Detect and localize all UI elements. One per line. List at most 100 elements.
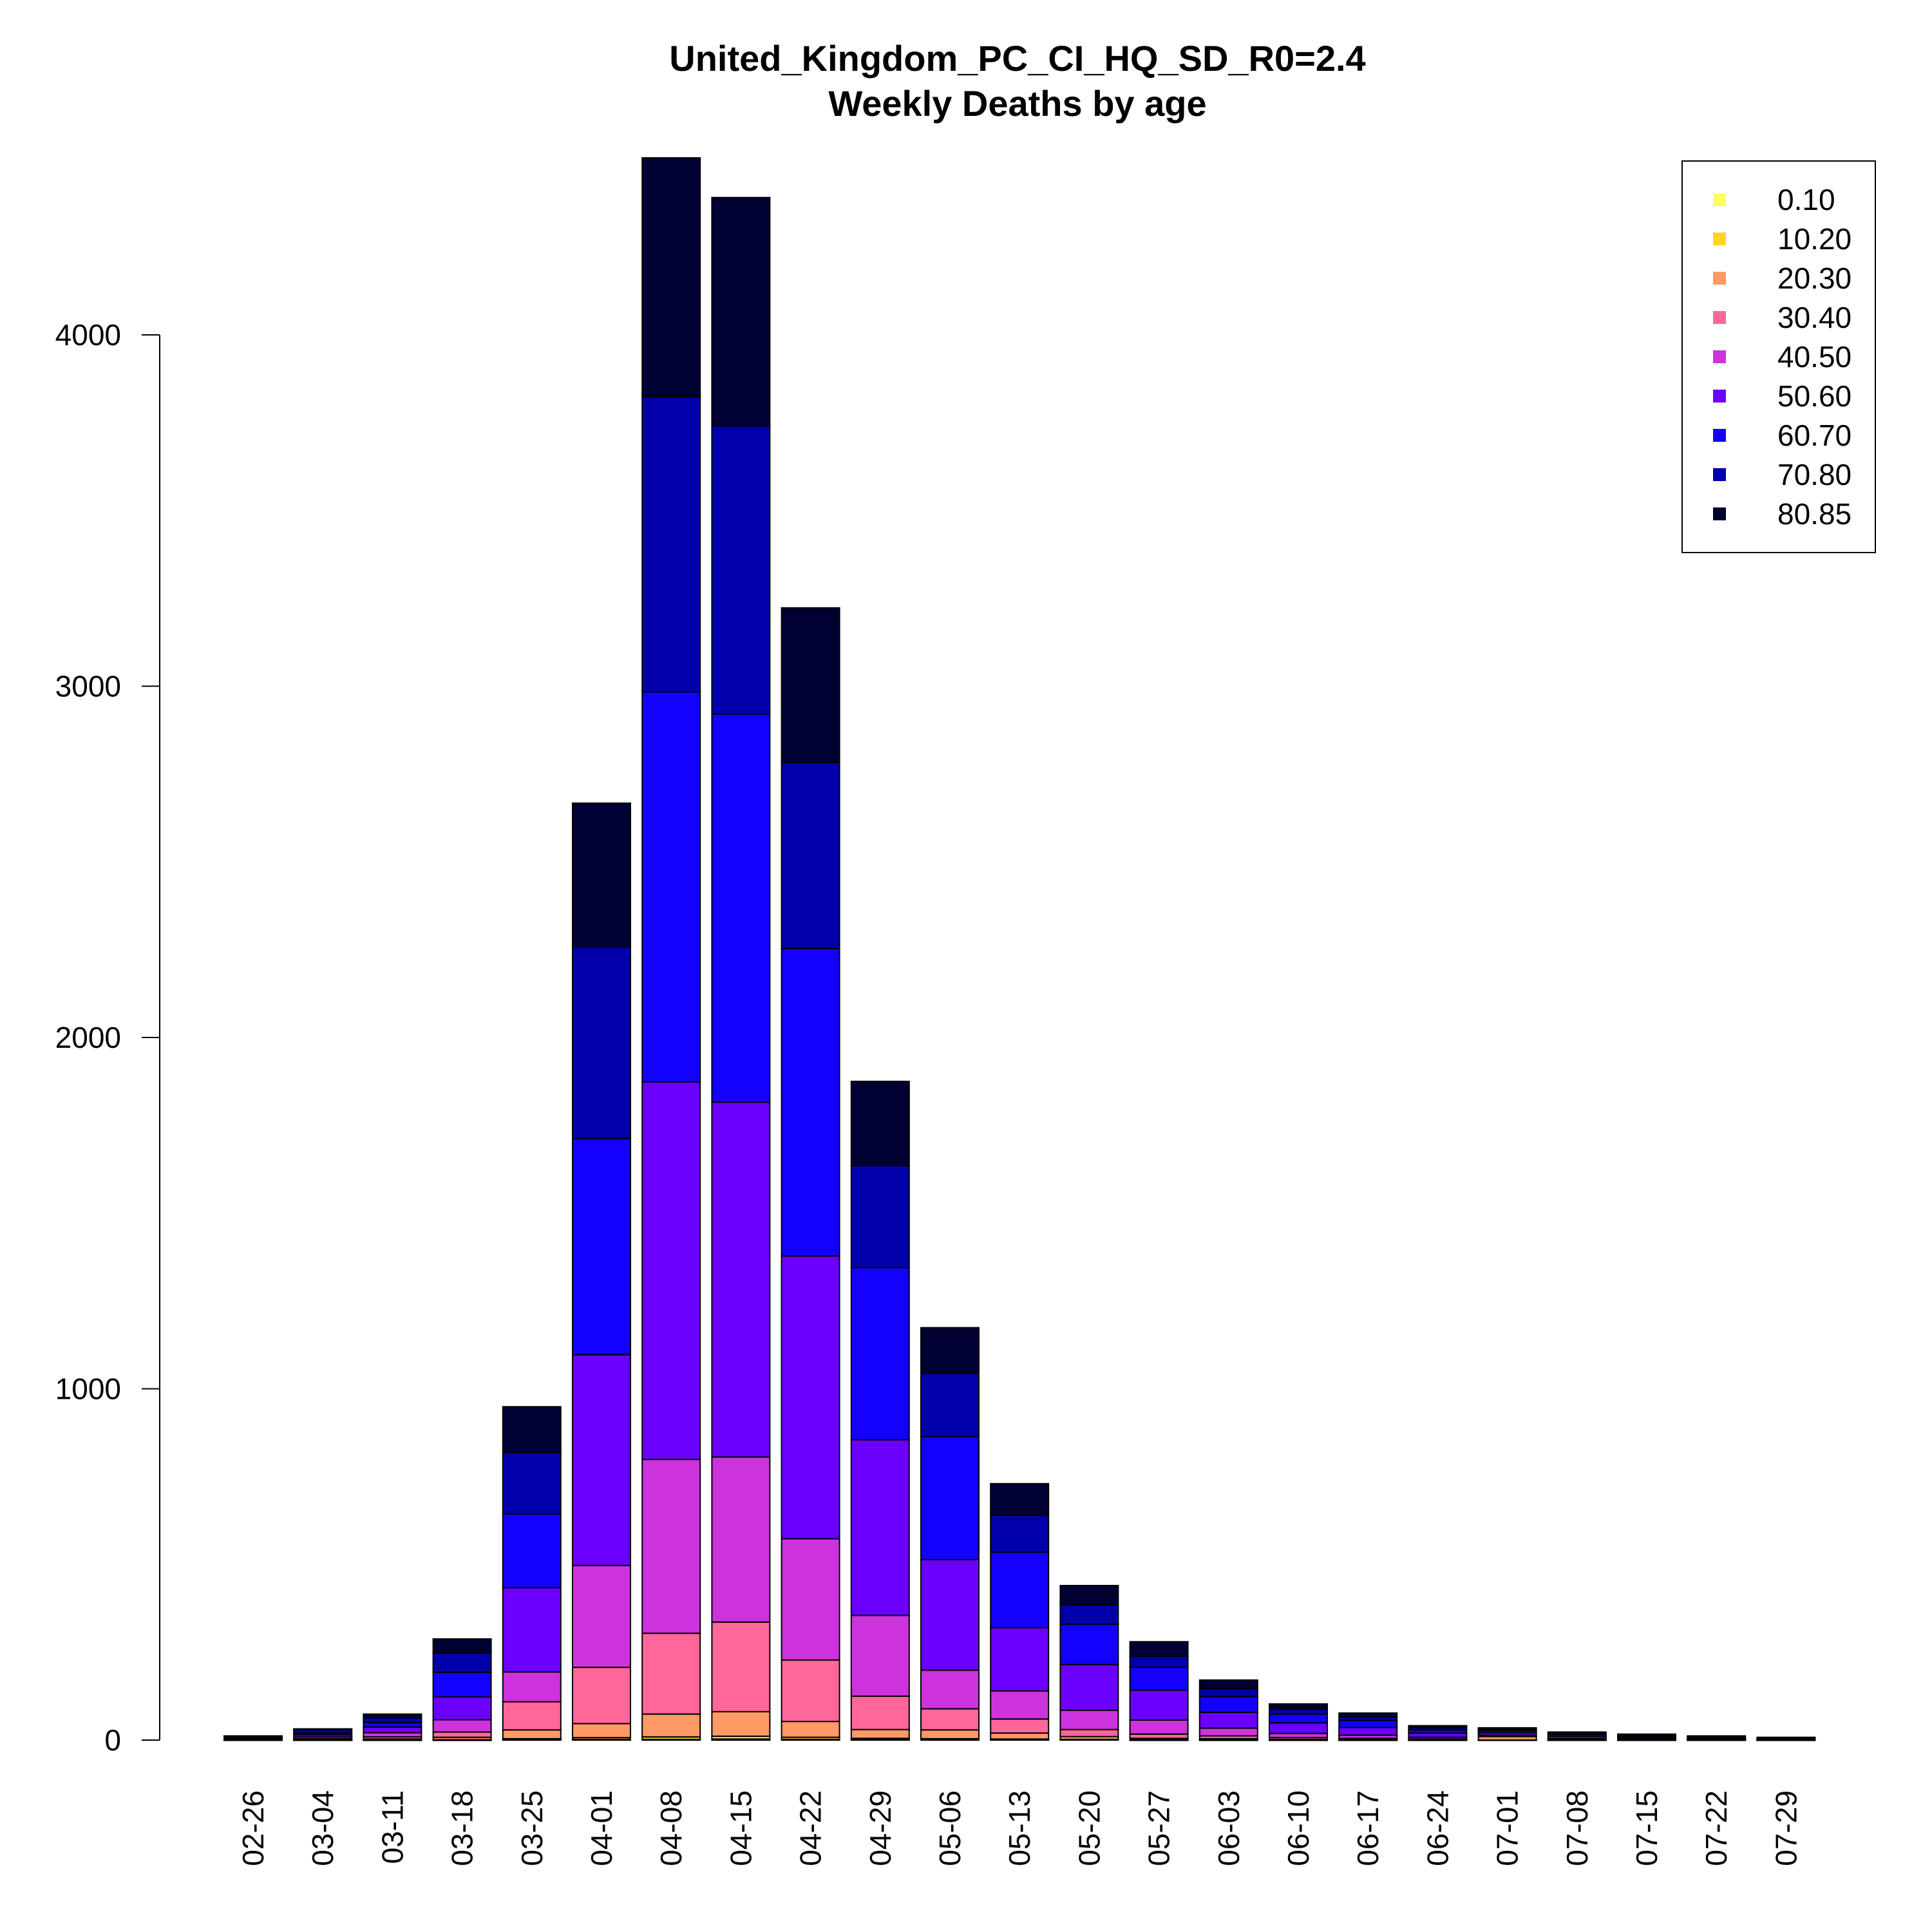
bar-segment [1617, 1733, 1676, 1737]
bar-segment [572, 946, 631, 1140]
bar-segment [781, 947, 840, 1257]
y-tick-label: 1000 [55, 1372, 121, 1406]
x-tick-label: 03-18 [446, 1790, 479, 1866]
legend: 0.10 10.20 20.30 30.40 40.50 50.60 60.70 70.80 8… [1681, 160, 1876, 553]
bar-segment [920, 1669, 980, 1710]
bar-segment [432, 1671, 492, 1698]
bar-stack [432, 1638, 492, 1741]
bar-segment [363, 1721, 422, 1728]
x-tick-label: 04-22 [794, 1790, 828, 1866]
bar-stack [363, 1713, 422, 1741]
x-tick-label: 07-01 [1491, 1790, 1524, 1866]
bar-segment [1129, 1689, 1189, 1721]
bar-segment [711, 1621, 771, 1712]
bar-segment [1338, 1727, 1398, 1736]
bar-segment [920, 1372, 980, 1437]
x-tick-label: 04-29 [864, 1790, 897, 1866]
legend-swatch [1713, 507, 1726, 520]
x-tick-label: 06-03 [1212, 1790, 1245, 1866]
bar-segment [432, 1719, 492, 1733]
bar-stack [572, 802, 631, 1741]
bar-segment [641, 396, 701, 693]
bar-segment [1198, 1711, 1258, 1729]
bar-segment [1129, 1719, 1189, 1735]
bar-segment [850, 1165, 910, 1269]
legend-label: 0.10 [1777, 183, 1835, 216]
bar-stack [641, 157, 701, 1741]
legend-label: 70.80 [1777, 458, 1852, 491]
bar-segment [1198, 1727, 1258, 1737]
legend-label: 40.50 [1777, 340, 1852, 374]
x-tick-label: 03-11 [375, 1790, 409, 1864]
bar-segment [502, 1729, 562, 1739]
bar-segment [990, 1690, 1050, 1720]
legend-swatch [1713, 272, 1726, 285]
bar-segment [920, 1435, 980, 1560]
legend-label: 50.60 [1777, 379, 1852, 413]
bar-segment [1198, 1688, 1258, 1698]
bar-segment [432, 1638, 492, 1654]
x-tick-label: 07-15 [1630, 1790, 1663, 1866]
bar-segment [502, 1671, 562, 1703]
bar-segment [363, 1717, 422, 1723]
bar-segment [1269, 1722, 1328, 1734]
bar-stack [1198, 1679, 1258, 1741]
bar-stack [1617, 1733, 1676, 1741]
y-tick-label: 2000 [55, 1021, 121, 1054]
bar-segment [1059, 1604, 1119, 1625]
bar-segment [1687, 1735, 1747, 1739]
bar-segment [850, 1267, 910, 1441]
bar-segment [850, 1081, 910, 1167]
bar-segment [990, 1482, 1050, 1516]
bar-segment [1338, 1719, 1398, 1728]
bar-segment [781, 1659, 840, 1723]
bar-stack [1408, 1725, 1468, 1741]
bar-segment [432, 1696, 492, 1721]
y-tick-label: 0 [104, 1723, 121, 1757]
bar-segment [1198, 1679, 1258, 1690]
bar-segment [572, 1667, 631, 1725]
bar-stack [920, 1327, 980, 1741]
bar-segment [781, 1538, 840, 1661]
bar-segment [1059, 1663, 1119, 1711]
x-tick-label: 06-24 [1421, 1790, 1454, 1866]
bar-segment [1129, 1655, 1189, 1669]
bars [223, 157, 1816, 1741]
legend-label: 30.40 [1777, 301, 1852, 334]
bar-stack [1687, 1735, 1747, 1741]
bar-segment [990, 1551, 1050, 1629]
bar-stack [502, 1406, 562, 1741]
x-tick-label: 05-27 [1142, 1790, 1176, 1866]
bar-segment [850, 1615, 910, 1697]
bar-segment [502, 1513, 562, 1589]
bar-segment [1547, 1731, 1607, 1734]
bar-segment [990, 1514, 1050, 1553]
bar-stack [990, 1482, 1050, 1741]
legend-swatch [1713, 390, 1726, 402]
bar-stack [1129, 1641, 1189, 1741]
x-tick-label: 05-13 [1003, 1790, 1036, 1866]
bar-segment [781, 607, 840, 763]
bar-segment [781, 1721, 840, 1738]
legend-swatch [1713, 350, 1726, 363]
bar-segment [1059, 1584, 1119, 1605]
bar-stack [1477, 1727, 1537, 1741]
bar-stack [1059, 1584, 1119, 1741]
legend-swatch [1713, 468, 1726, 481]
chart-title: United_Kingdom_PC_CI_HQ_SD_R0=2.4 [669, 38, 1365, 79]
bar-stack [711, 196, 771, 1741]
x-tick-label: 04-01 [585, 1790, 618, 1866]
bar-segment [502, 1701, 562, 1731]
bar-segment [711, 425, 771, 715]
bar-segment [641, 1081, 701, 1461]
chart-subtitle: Weekly Deaths by age [828, 83, 1206, 124]
bar-segment [1059, 1709, 1119, 1730]
bar-stack [1338, 1712, 1398, 1741]
bar-segment [920, 1558, 980, 1671]
bar-segment [711, 1101, 771, 1458]
x-axis-labels: 02-26 03-04 03-11 03-18 03-25 04-01 04-08 04-15… [236, 1790, 1803, 1866]
bar-stack [1547, 1731, 1607, 1741]
bar-segment [990, 1718, 1050, 1734]
legend-swatch [1713, 232, 1726, 245]
legend-swatch [1713, 311, 1726, 324]
